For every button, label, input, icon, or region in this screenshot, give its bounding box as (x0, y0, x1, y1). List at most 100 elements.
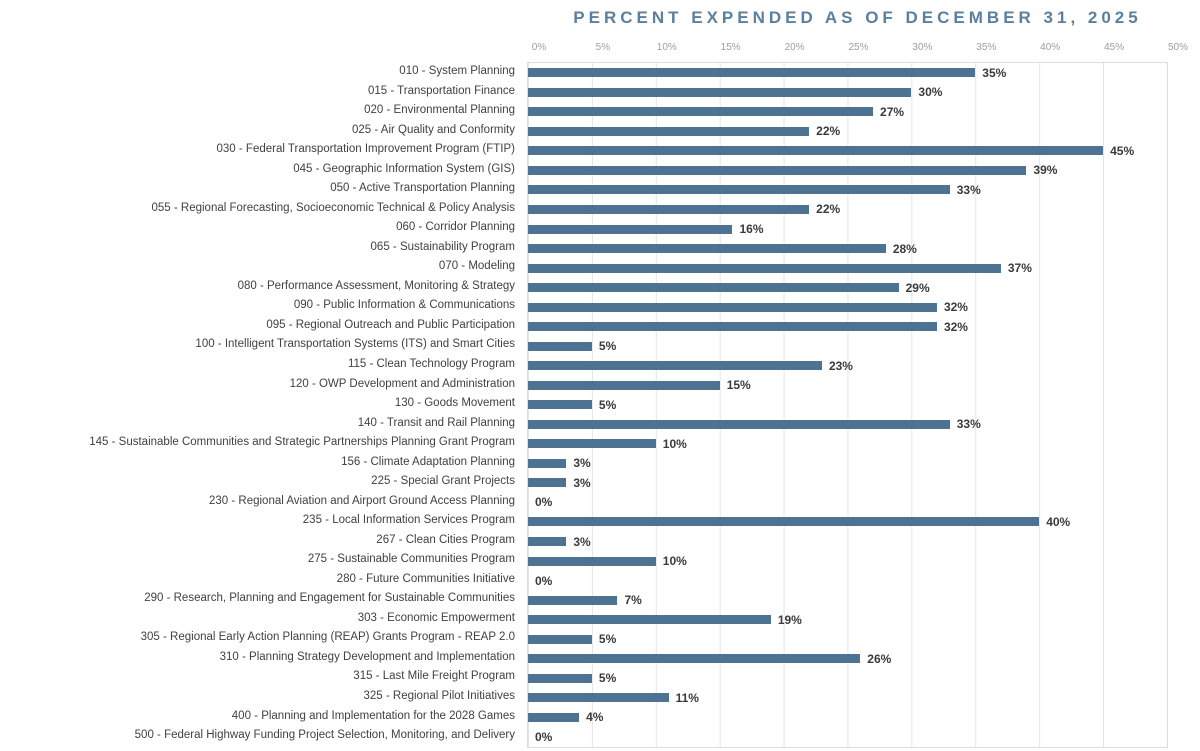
x-axis-tick-label: 30% (912, 42, 933, 53)
bar[interactable] (528, 283, 899, 293)
bar-value-label: 16% (739, 222, 764, 237)
bar-row: 11% (528, 688, 1167, 708)
bar-value-label: 10% (662, 436, 687, 451)
bar-row: 5% (528, 336, 1167, 356)
x-axis-tick-label: 35% (976, 42, 997, 53)
x-axis-tick-label: 45% (1104, 42, 1125, 53)
bar-value-label: 26% (867, 651, 892, 666)
bar-row: 27% (528, 102, 1167, 122)
category-label: 120 - OWP Development and Administration (289, 377, 515, 390)
category-label: 090 - Public Information & Communication… (293, 299, 515, 312)
x-axis-tick-label: 20% (784, 42, 805, 53)
bar[interactable] (528, 302, 937, 312)
bar[interactable] (528, 712, 580, 722)
bar-value-label: 3% (573, 534, 591, 549)
bar-value-label: 5% (598, 397, 617, 412)
bar[interactable] (528, 693, 669, 703)
category-label: 045 - Geographic Information System (GIS… (293, 162, 515, 175)
x-axis-tick-label: 10% (656, 42, 677, 53)
bar[interactable] (528, 244, 886, 254)
bar-row: 35% (528, 63, 1167, 83)
bar-row: 37% (528, 258, 1167, 278)
category-label: 500 - Federal Highway Funding Project Se… (134, 729, 515, 742)
category-label: 310 - Planning Strategy Development and … (219, 650, 515, 663)
bar[interactable] (528, 400, 592, 410)
category-label: 010 - System Planning (399, 65, 515, 77)
bar[interactable] (528, 439, 656, 449)
bar-row: 3% (528, 473, 1167, 493)
bar-value-label: 5% (598, 339, 617, 354)
bar-value-label: 29% (905, 280, 930, 295)
bar-value-label: 28% (892, 241, 917, 256)
bar[interactable] (528, 165, 1027, 175)
x-axis-tick-label: 0% (531, 42, 547, 53)
bar[interactable] (528, 322, 937, 332)
bar-value-label: 0% (535, 495, 553, 510)
bar-value-label: 7% (624, 593, 642, 608)
category-label: 030 - Federal Transportation Improvement… (216, 143, 515, 156)
bar-value-label: 39% (1033, 163, 1058, 178)
bar[interactable] (528, 185, 950, 195)
x-axis-tick-label: 5% (595, 42, 611, 53)
bar-row: 45% (528, 141, 1167, 161)
bar[interactable] (528, 87, 912, 97)
bar-value-label: 10% (662, 554, 687, 569)
bar-row: 19% (528, 610, 1167, 630)
bar[interactable] (528, 107, 874, 117)
bar-value-label: 3% (573, 475, 591, 490)
bar[interactable] (528, 361, 822, 371)
bar-row: 22% (528, 122, 1167, 142)
category-label: 065 - Sustainability Program (370, 240, 515, 253)
x-axis-tick-label: 50% (1167, 42, 1189, 53)
bar[interactable] (528, 478, 567, 488)
bar-row: 10% (528, 434, 1167, 454)
bar[interactable] (528, 458, 567, 468)
bar[interactable] (528, 537, 567, 547)
category-label: 115 - Clean Technology Program (347, 357, 515, 370)
bar[interactable] (528, 204, 810, 214)
bar-row: 7% (528, 590, 1167, 610)
category-axis: 010 - System Planning 015 - Transportatio… (0, 62, 527, 748)
bar-value-label: 22% (816, 202, 841, 217)
bar[interactable] (528, 263, 1001, 273)
bar[interactable] (528, 556, 656, 566)
category-label: 290 - Research, Planning and Engagement … (144, 592, 515, 605)
bar[interactable] (528, 517, 1040, 527)
bar-row: 0% (528, 727, 1167, 747)
bar[interactable] (528, 595, 618, 605)
bar[interactable] (528, 380, 720, 390)
bar[interactable] (528, 146, 1104, 156)
category-label: 275 - Sustainable Communities Program (307, 553, 515, 566)
category-label: 305 - Regional Early Action Planning (RE… (140, 631, 515, 644)
x-axis: 0% 5% 10% 15% 20% 25% 30% 35% 40% 45% 50% (532, 42, 1188, 56)
bar-row: 23% (528, 356, 1167, 376)
bar-row: 32% (528, 297, 1167, 317)
bar-row: 4% (528, 708, 1167, 728)
bar-row: 30% (528, 83, 1167, 103)
bar[interactable] (528, 126, 810, 136)
bar-value-label: 22% (816, 124, 841, 139)
bar[interactable] (528, 224, 733, 234)
bar[interactable] (528, 68, 976, 78)
bar-value-label: 27% (880, 104, 905, 119)
bar-row: 5% (528, 668, 1167, 688)
bar[interactable] (528, 634, 592, 644)
bar[interactable] (528, 341, 592, 351)
bar-value-label: 30% (918, 85, 943, 100)
category-label: 267 - Clean Cities Program (376, 533, 515, 546)
category-label: 100 - Intelligent Transportation Systems… (195, 338, 515, 351)
bar[interactable] (528, 673, 592, 683)
bar[interactable] (528, 419, 950, 429)
category-label: 156 - Climate Adaptation Planning (341, 455, 515, 468)
bar-value-label: 19% (777, 612, 802, 627)
bar-row: 0% (528, 571, 1167, 591)
bar[interactable] (528, 654, 861, 664)
bar-row: 10% (528, 551, 1167, 571)
category-label: 055 - Regional Forecasting, Socioeconomi… (151, 201, 515, 214)
bar-row: 0% (528, 493, 1167, 513)
bar-value-label: 11% (675, 690, 699, 705)
bar-row: 40% (528, 512, 1167, 532)
bar-value-label: 32% (943, 300, 968, 315)
bar[interactable] (528, 615, 771, 625)
